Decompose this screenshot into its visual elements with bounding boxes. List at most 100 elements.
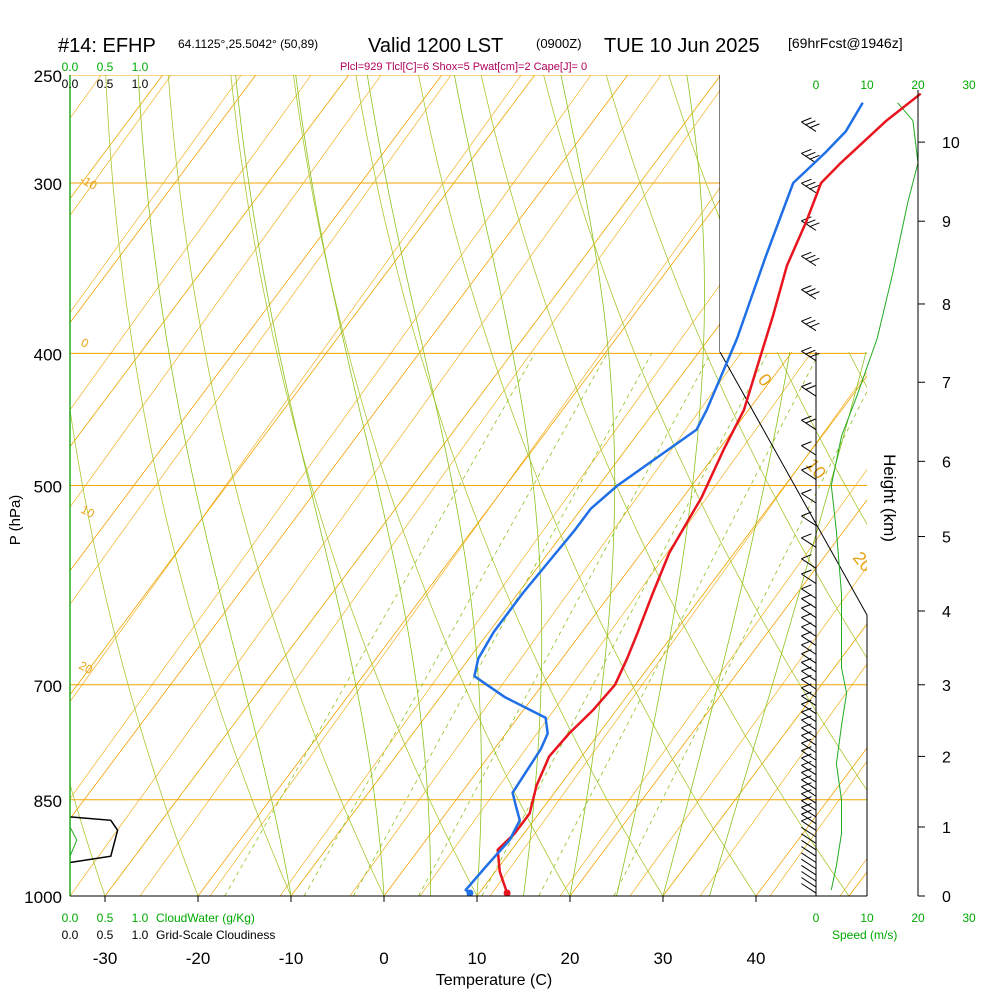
dry-adiabat-line — [70, 407, 199, 896]
wind-barb — [801, 833, 817, 844]
wind-barb — [801, 877, 817, 888]
cloudiness-top-tick: 0.5 — [97, 77, 114, 91]
wind-barb-staff — [801, 255, 817, 267]
mixing-ratio-label: 8 — [481, 900, 498, 914]
height-tick-label: 6 — [942, 454, 951, 471]
cloudwater-bottom-tick: 0.0 — [62, 911, 79, 925]
height-tick-label: 4 — [942, 604, 951, 621]
wind-barb — [801, 285, 820, 300]
wind-barb-flag — [801, 489, 812, 494]
guide-line — [70, 75, 172, 216]
wind-barb-flag — [801, 723, 812, 729]
wind-barb-staff — [801, 757, 817, 768]
wind-barb-staff — [801, 152, 817, 164]
cloudiness-top-tick: 0.0 — [62, 77, 79, 91]
guide-line — [910, 75, 1000, 896]
wind-barb-staff — [801, 877, 817, 888]
dry-adiabat-line — [480, 75, 850, 896]
dry-adiabat-line — [105, 75, 292, 896]
isotherm-line — [70, 75, 629, 820]
wind-barb-flag — [809, 322, 820, 328]
wind-barb — [801, 846, 817, 857]
wind-barb-staff — [801, 695, 817, 706]
height-tick-label: 3 — [942, 678, 951, 695]
wind-barb-staff — [801, 121, 817, 132]
wind-barb-flag — [801, 148, 812, 154]
wind-barb-staff — [801, 617, 817, 628]
wind-barb-staff — [801, 350, 817, 362]
wind-speed-top-tick: 30 — [962, 78, 976, 92]
guide-line — [70, 75, 662, 896]
pressure-tick-label: 250 — [34, 67, 62, 86]
wind-barb-staff — [801, 289, 817, 300]
wind-barb-staff — [801, 779, 817, 790]
wind-barb-flag — [801, 316, 812, 322]
wind-speed-axis-label: Speed (m/s) — [832, 928, 897, 942]
wind-barb-flag — [809, 123, 820, 129]
wind-barb — [801, 489, 817, 504]
indices-line: Plcl=929 Tlcl[C]=6 Shox=5 Pwat[cm]=2 Cap… — [340, 61, 587, 73]
temp-tick-label: 20 — [561, 949, 580, 968]
wind-barb-staff — [801, 813, 817, 825]
wind-barb — [801, 465, 817, 480]
wind-barb — [801, 251, 820, 267]
wind-barb-staff — [801, 742, 817, 754]
wind-barb — [801, 760, 817, 776]
guide-line — [70, 75, 522, 703]
height-tick-label: 10 — [942, 135, 960, 152]
wind-barb — [801, 883, 817, 894]
wind-speed-top-tick: 20 — [911, 78, 925, 92]
wind-barb-flag — [805, 349, 816, 355]
mixing-ratio-line — [538, 353, 820, 896]
wind-barb-flag — [801, 738, 812, 744]
wind-barb — [801, 316, 820, 332]
station-title: #14: EFHP — [58, 35, 156, 57]
wind-barb-staff — [801, 635, 817, 646]
height-tick-label: 5 — [942, 530, 951, 547]
wind-barb — [801, 782, 817, 797]
wind-speed-top-tick: 0 — [813, 78, 820, 92]
isotherm-line — [383, 251, 867, 896]
forecast-label: [69hrFcst@1946z] — [788, 35, 903, 51]
moist-adiabat-line — [454, 75, 543, 896]
mixing-ratio-line — [613, 390, 867, 896]
wind-speed-bottom-tick: 20 — [911, 911, 925, 925]
pressure-tick-label: 850 — [34, 792, 62, 811]
wind-barb-flag — [801, 802, 812, 808]
wind-barb — [801, 554, 817, 569]
wind-barb — [801, 715, 817, 730]
wind-barb — [801, 594, 817, 609]
wind-barb — [801, 382, 817, 397]
wind-barb-flag — [809, 154, 820, 160]
wind-barb-flag — [805, 181, 816, 187]
wind-barb-staff — [801, 678, 817, 690]
wind-barb — [801, 858, 817, 870]
mixing-ratio-label: 5 — [415, 900, 432, 914]
cloudiness-top-tick: 1.0 — [132, 77, 149, 91]
wind-barb-flag — [801, 511, 812, 517]
dry-adiabat-line — [919, 75, 1000, 896]
wind-barb — [801, 802, 817, 818]
wind-barb — [801, 796, 817, 811]
wind-barb-flag — [801, 285, 812, 291]
wind-barb — [801, 816, 817, 831]
cloudwater-bottom-tick: 0.5 — [97, 911, 114, 925]
wind-barb-staff — [801, 772, 817, 783]
wind-barb — [801, 826, 817, 838]
wind-barb-staff — [801, 607, 817, 619]
wind-barb — [801, 864, 817, 876]
wind-barb-staff — [801, 469, 817, 480]
isotherm-line — [104, 75, 722, 896]
wind-barb — [801, 346, 820, 362]
wind-barb-staff — [801, 735, 817, 746]
dry-adiabat-line — [0, 75, 12, 896]
wind-barb-staff — [801, 182, 817, 194]
wind-barb-staff — [801, 727, 817, 738]
wind-barb-staff — [801, 419, 817, 431]
wind-barb-flag — [801, 782, 812, 788]
wind-barb — [801, 852, 817, 863]
isotherm-line — [70, 75, 443, 572]
pressure-tick-label: 700 — [34, 677, 62, 696]
mixing-ratio-line — [353, 353, 653, 896]
wind-barb-flag — [801, 699, 812, 705]
